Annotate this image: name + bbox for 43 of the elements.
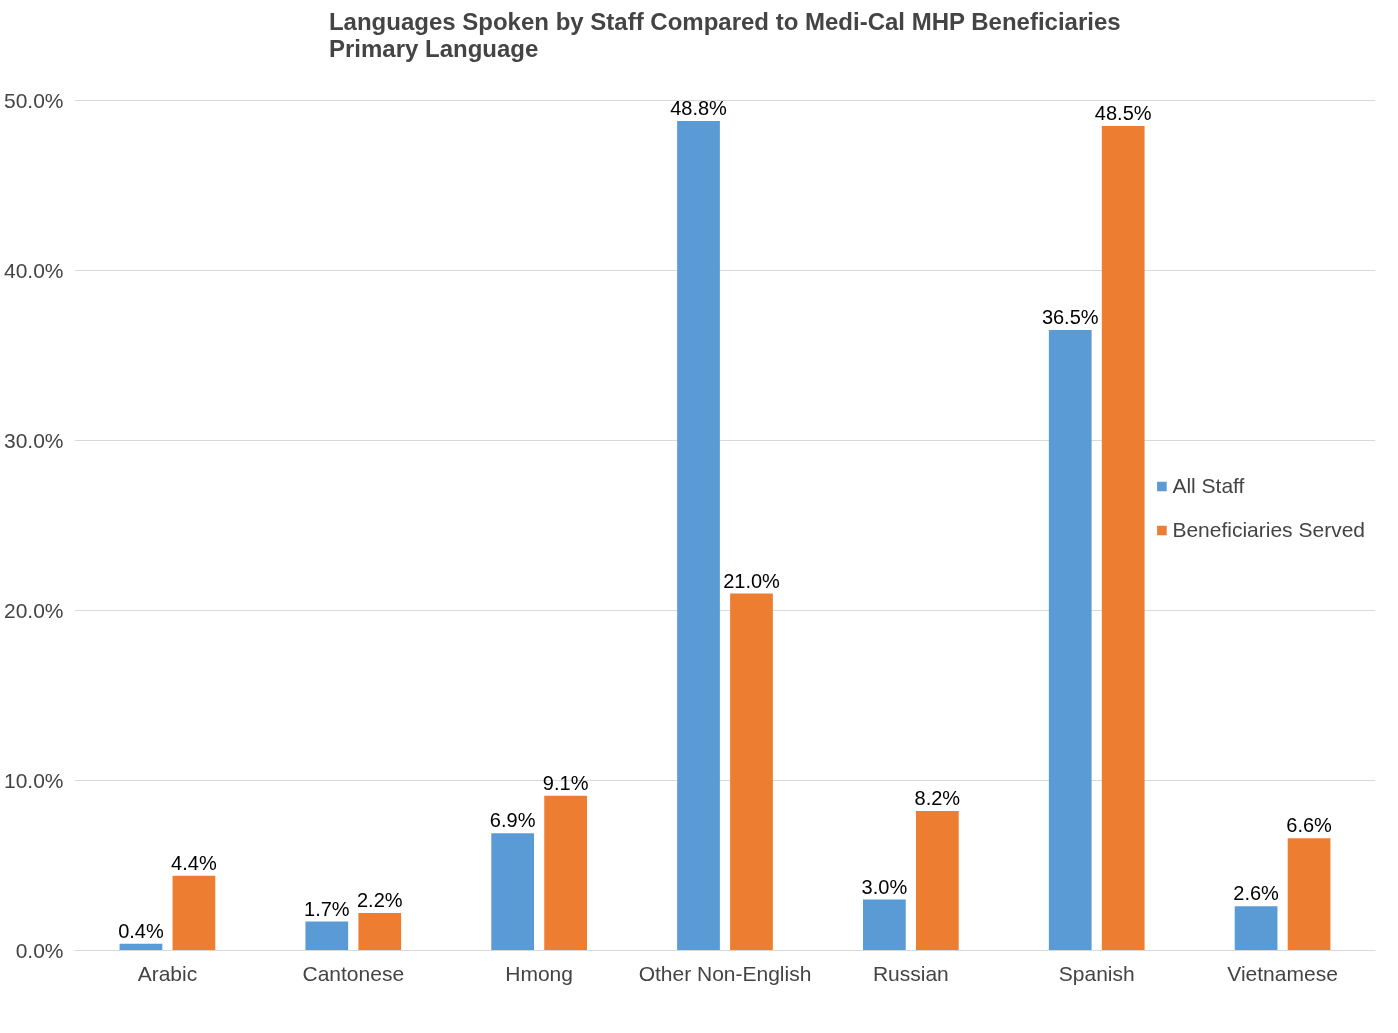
bar [730,593,773,951]
x-tick-label: Cantonese [302,961,405,985]
legend-label: Beneficiaries Served [1172,518,1365,542]
legend-label: All Staff [1172,474,1245,498]
data-label: 2.2% [356,889,403,912]
data-label: 0.4% [118,919,164,942]
data-label: 36.5% [1041,306,1099,328]
bar [491,833,535,951]
x-tick-label: Arabic [137,961,198,985]
x-tick-label: Hmong [505,961,573,985]
data-label: 9.1% [542,771,589,794]
x-tick-label: Spanish [1058,961,1135,985]
bar [172,875,216,951]
bar [677,120,720,951]
bar [358,913,402,951]
y-tick-label: 10.0% [3,769,64,792]
bar [1101,126,1145,951]
data-label: 6.6% [1286,814,1333,837]
y-tick-label: 40.0% [3,259,64,282]
y-tick-label: 20.0% [3,599,64,622]
x-tick-label: Other Non-English [638,961,812,985]
data-label: 48.8% [670,96,728,119]
chart-title: Languages Spoken by Staff Compared to Medi-Cal MHP Beneficiaries Primary Language [328,7,1121,62]
x-tick-label: Russian [872,961,949,985]
data-label: 6.9% [489,809,536,832]
bar [544,795,587,951]
data-label: 3.0% [861,875,908,898]
data-label: 2.6% [1233,882,1280,905]
x-tick-label: Vietnamese [1227,961,1338,985]
data-label: 48.5% [1094,102,1152,124]
bar [305,921,349,951]
data-label: 21.0% [723,569,781,592]
bar [1048,330,1092,951]
bar [1287,838,1331,951]
y-tick-label: 30.0% [3,429,64,452]
bar [863,899,906,951]
data-label: 4.4% [171,851,217,874]
y-tick-label: 0.0% [15,939,64,962]
y-tick-label: 50.0% [3,89,64,112]
bar [915,811,959,951]
data-label: 8.2% [914,787,961,810]
bar [1234,906,1278,951]
data-label: 1.7% [304,897,350,920]
